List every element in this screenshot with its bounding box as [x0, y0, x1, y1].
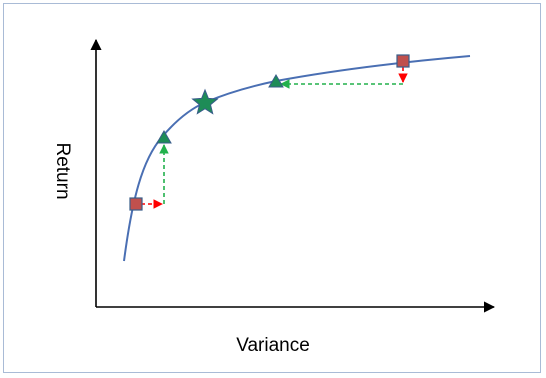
- inefficient-portfolio-square-left: [129, 197, 143, 211]
- efficient-frontier-curve: [123, 55, 471, 262]
- y-axis-label: Return: [52, 142, 73, 199]
- efficient-portfolio-triangle-right: [268, 74, 284, 88]
- inefficient-portfolio-square-right: [396, 54, 410, 68]
- diagram-frame: [3, 3, 541, 373]
- efficient-portfolio-triangle-left: [156, 130, 172, 144]
- optimal-portfolio-star-icon: [191, 88, 219, 115]
- x-axis-label: Variance: [236, 335, 310, 356]
